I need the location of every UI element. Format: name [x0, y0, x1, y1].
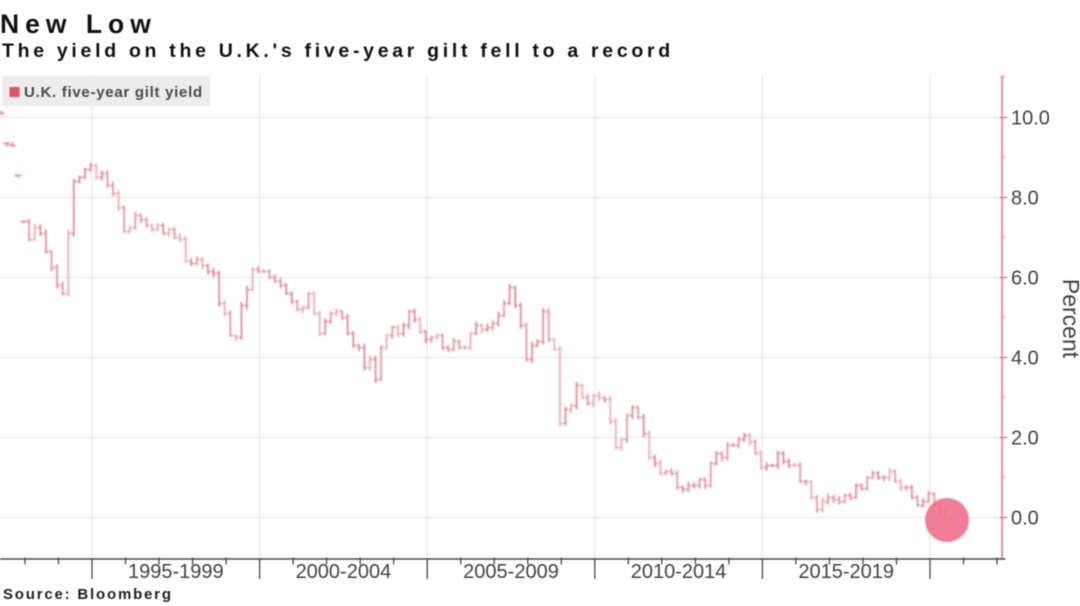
svg-text:2000-2004: 2000-2004 [296, 561, 392, 583]
svg-text:Source: Bloomberg: Source: Bloomberg [3, 586, 173, 603]
svg-text:4.0: 4.0 [1011, 347, 1039, 369]
svg-text:1995-1999: 1995-1999 [128, 561, 224, 583]
svg-text:New Low: New Low [0, 9, 157, 39]
svg-text:6.0: 6.0 [1011, 267, 1039, 289]
svg-text:2010-2014: 2010-2014 [631, 561, 727, 583]
svg-text:10.0: 10.0 [1011, 107, 1050, 129]
svg-text:U.K. five-year gilt yield: U.K. five-year gilt yield [24, 84, 203, 101]
svg-text:2.0: 2.0 [1011, 427, 1039, 449]
svg-text:Percent: Percent [1058, 279, 1080, 359]
svg-text:0.0: 0.0 [1011, 507, 1039, 529]
svg-text:2005-2009: 2005-2009 [463, 561, 559, 583]
svg-text:The yield on the U.K.'s five-y: The yield on the U.K.'s five-year gilt f… [2, 40, 674, 62]
svg-text:8.0: 8.0 [1011, 187, 1039, 209]
svg-text:2015-2019: 2015-2019 [798, 561, 894, 583]
